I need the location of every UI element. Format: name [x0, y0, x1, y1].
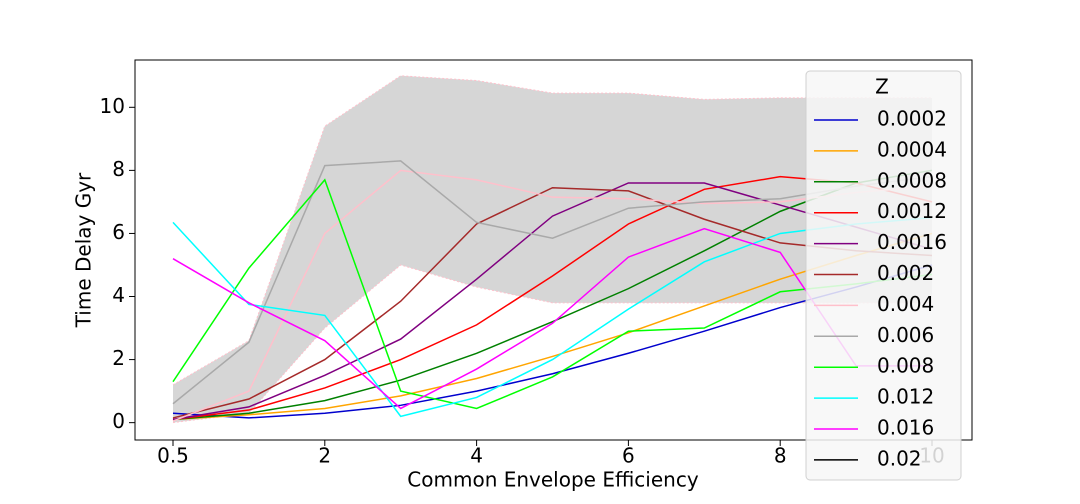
y-axis-label: Time Delay Gyr: [72, 172, 96, 328]
y-tick-label: 0: [112, 409, 125, 433]
legend-label: 0.0002: [877, 107, 947, 131]
legend-label: 0.0004: [877, 137, 947, 161]
band-edge: [172, 264, 932, 424]
legend-label: 0.002: [877, 261, 934, 285]
legend-label: 0.008: [877, 354, 934, 378]
legend-label: 0.004: [877, 292, 934, 316]
legend-label: 0.0016: [877, 230, 947, 254]
x-axis-label: Common Envelope Efficiency: [407, 468, 699, 492]
x-tick-label: 2: [318, 444, 331, 468]
legend-label: 0.006: [877, 323, 934, 347]
x-tick-label: 0.5: [157, 444, 189, 468]
plot-frame: [134, 59, 973, 441]
y-tick-label: 4: [112, 283, 125, 307]
legend-label: 0.016: [877, 416, 934, 440]
y-tick-label: 2: [112, 346, 125, 370]
legend-title: Z: [875, 75, 889, 99]
x-tick-label: 8: [774, 444, 787, 468]
x-tick-label: 4: [470, 444, 483, 468]
legend-box: [805, 70, 962, 481]
y-tick-label: 8: [112, 157, 125, 181]
legend-label: 0.012: [877, 385, 934, 409]
legend: Z 0.0002 0.0004 0.0008 0.0012 0.0016 0.002 0.00…: [805, 70, 962, 481]
legend-label: 0.0008: [877, 168, 947, 192]
legend-label: 0.0012: [877, 199, 947, 223]
y-tick-label: 6: [112, 220, 125, 244]
legend-label: 0.02: [877, 446, 922, 470]
x-tick-label: 6: [622, 444, 635, 468]
band-fill: [173, 75, 932, 423]
y-tick-label: 10: [100, 94, 125, 118]
